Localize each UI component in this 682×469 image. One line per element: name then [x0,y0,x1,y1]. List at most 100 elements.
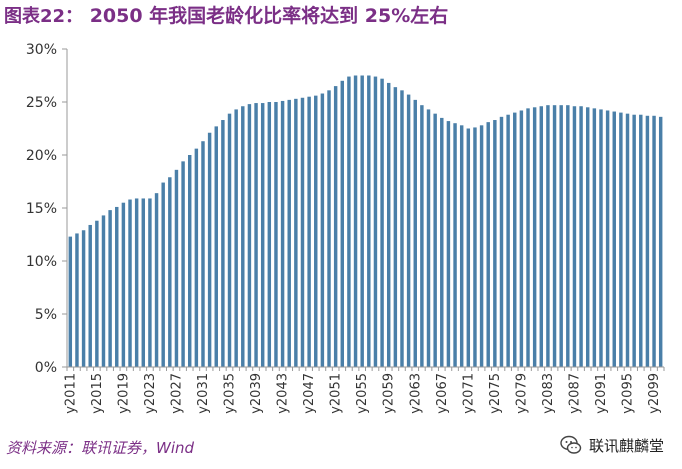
x-tick-label: y2079 [514,373,529,414]
bar [532,107,537,368]
bar [453,123,457,367]
bar [287,99,291,367]
bar [161,182,165,367]
bar [539,106,544,368]
x-tick-label: y2043 [276,373,291,414]
x-tick-label: y2027 [169,373,184,414]
bar [632,114,636,367]
x-tick-label: y2063 [408,373,423,414]
bar [108,210,112,367]
bar [353,75,358,367]
bar [513,112,517,367]
bar [128,199,132,367]
bar [652,115,656,367]
y-tick-label: 15% [26,201,57,217]
bar [639,114,643,367]
bar [280,100,285,367]
bar [68,236,73,367]
bar [267,102,272,367]
bar [274,102,278,367]
bar [506,114,510,367]
bar [333,86,338,367]
bar [466,128,471,367]
x-tick-label: y2039 [249,373,264,414]
y-tick-label: 5% [35,307,57,323]
x-tick-label: y2099 [647,373,662,414]
bar [566,105,570,368]
bar [88,224,92,367]
bar [294,98,298,367]
x-tick-label: y2047 [302,373,317,414]
chart-title: 图表22： 2050 年我国老龄化比率将达到 25%左右 [4,2,674,30]
bar [373,76,378,367]
x-tick-label: y2055 [355,373,370,414]
y-tick-label: 25% [26,95,57,111]
bar [347,76,351,367]
bar [426,109,431,368]
bar [473,127,477,367]
x-tick-label: y2011 [63,373,78,414]
bar [81,230,86,367]
bar [241,106,245,368]
figure-title: 2050 年我国老龄化比率将达到 25%左右 [89,5,449,27]
x-tick-label: y2023 [143,373,158,414]
bar [340,80,345,368]
bar [221,120,225,368]
brand-watermark: 联讯麒麟堂 [559,432,664,458]
bar [605,110,610,367]
bar [134,198,139,367]
wechat-logo-icon [560,435,582,454]
x-tick-label: y2071 [461,373,476,414]
x-tick-label: y2095 [621,373,636,414]
bar [585,107,590,368]
y-tick-label: 10% [26,254,57,270]
bar [227,113,232,367]
bar [645,115,650,367]
bar [367,75,371,367]
bar [526,108,530,368]
bar [300,97,305,367]
y-tick-label: 30% [26,42,57,58]
bar [121,202,126,367]
x-tick-label: y2051 [329,373,344,414]
bar [499,116,504,367]
x-tick-label: y2059 [382,373,397,414]
bar [75,233,79,367]
bar [207,132,212,367]
bar [493,120,497,368]
bar [234,109,238,368]
bar [174,169,179,367]
bar [95,220,99,367]
bar [612,111,616,367]
x-tick-label: y2083 [541,373,556,414]
bar [413,99,417,367]
bar [446,121,451,367]
bar [400,90,404,367]
bar [433,113,437,367]
brand-name: 联讯麒麟堂 [588,436,664,455]
bar [406,94,411,367]
bar [486,122,490,367]
bar [260,103,265,367]
source-note: 资料来源：联讯证券，Wind [6,439,195,457]
x-tick-label: y2075 [488,373,503,414]
bar [247,104,252,368]
x-tick-label: y2019 [116,373,131,414]
y-tick-label: 0% [35,360,57,376]
bar [314,95,318,367]
bar [115,206,119,367]
bar [559,105,563,368]
bar [599,109,603,368]
bar [619,112,623,367]
bar [320,93,325,367]
x-tick-label: y2087 [567,373,582,414]
bar [380,78,384,368]
bar-chart: 0% 5% 10% 15% 20% 25% 30% y2011 y2015 y2019 y2023 y… [26,42,665,414]
bar [194,148,199,367]
bar [141,198,146,367]
bar [168,177,172,367]
bar [420,105,424,368]
bar [579,106,583,368]
bar [254,103,258,367]
y-tick-label: 20% [26,148,57,164]
